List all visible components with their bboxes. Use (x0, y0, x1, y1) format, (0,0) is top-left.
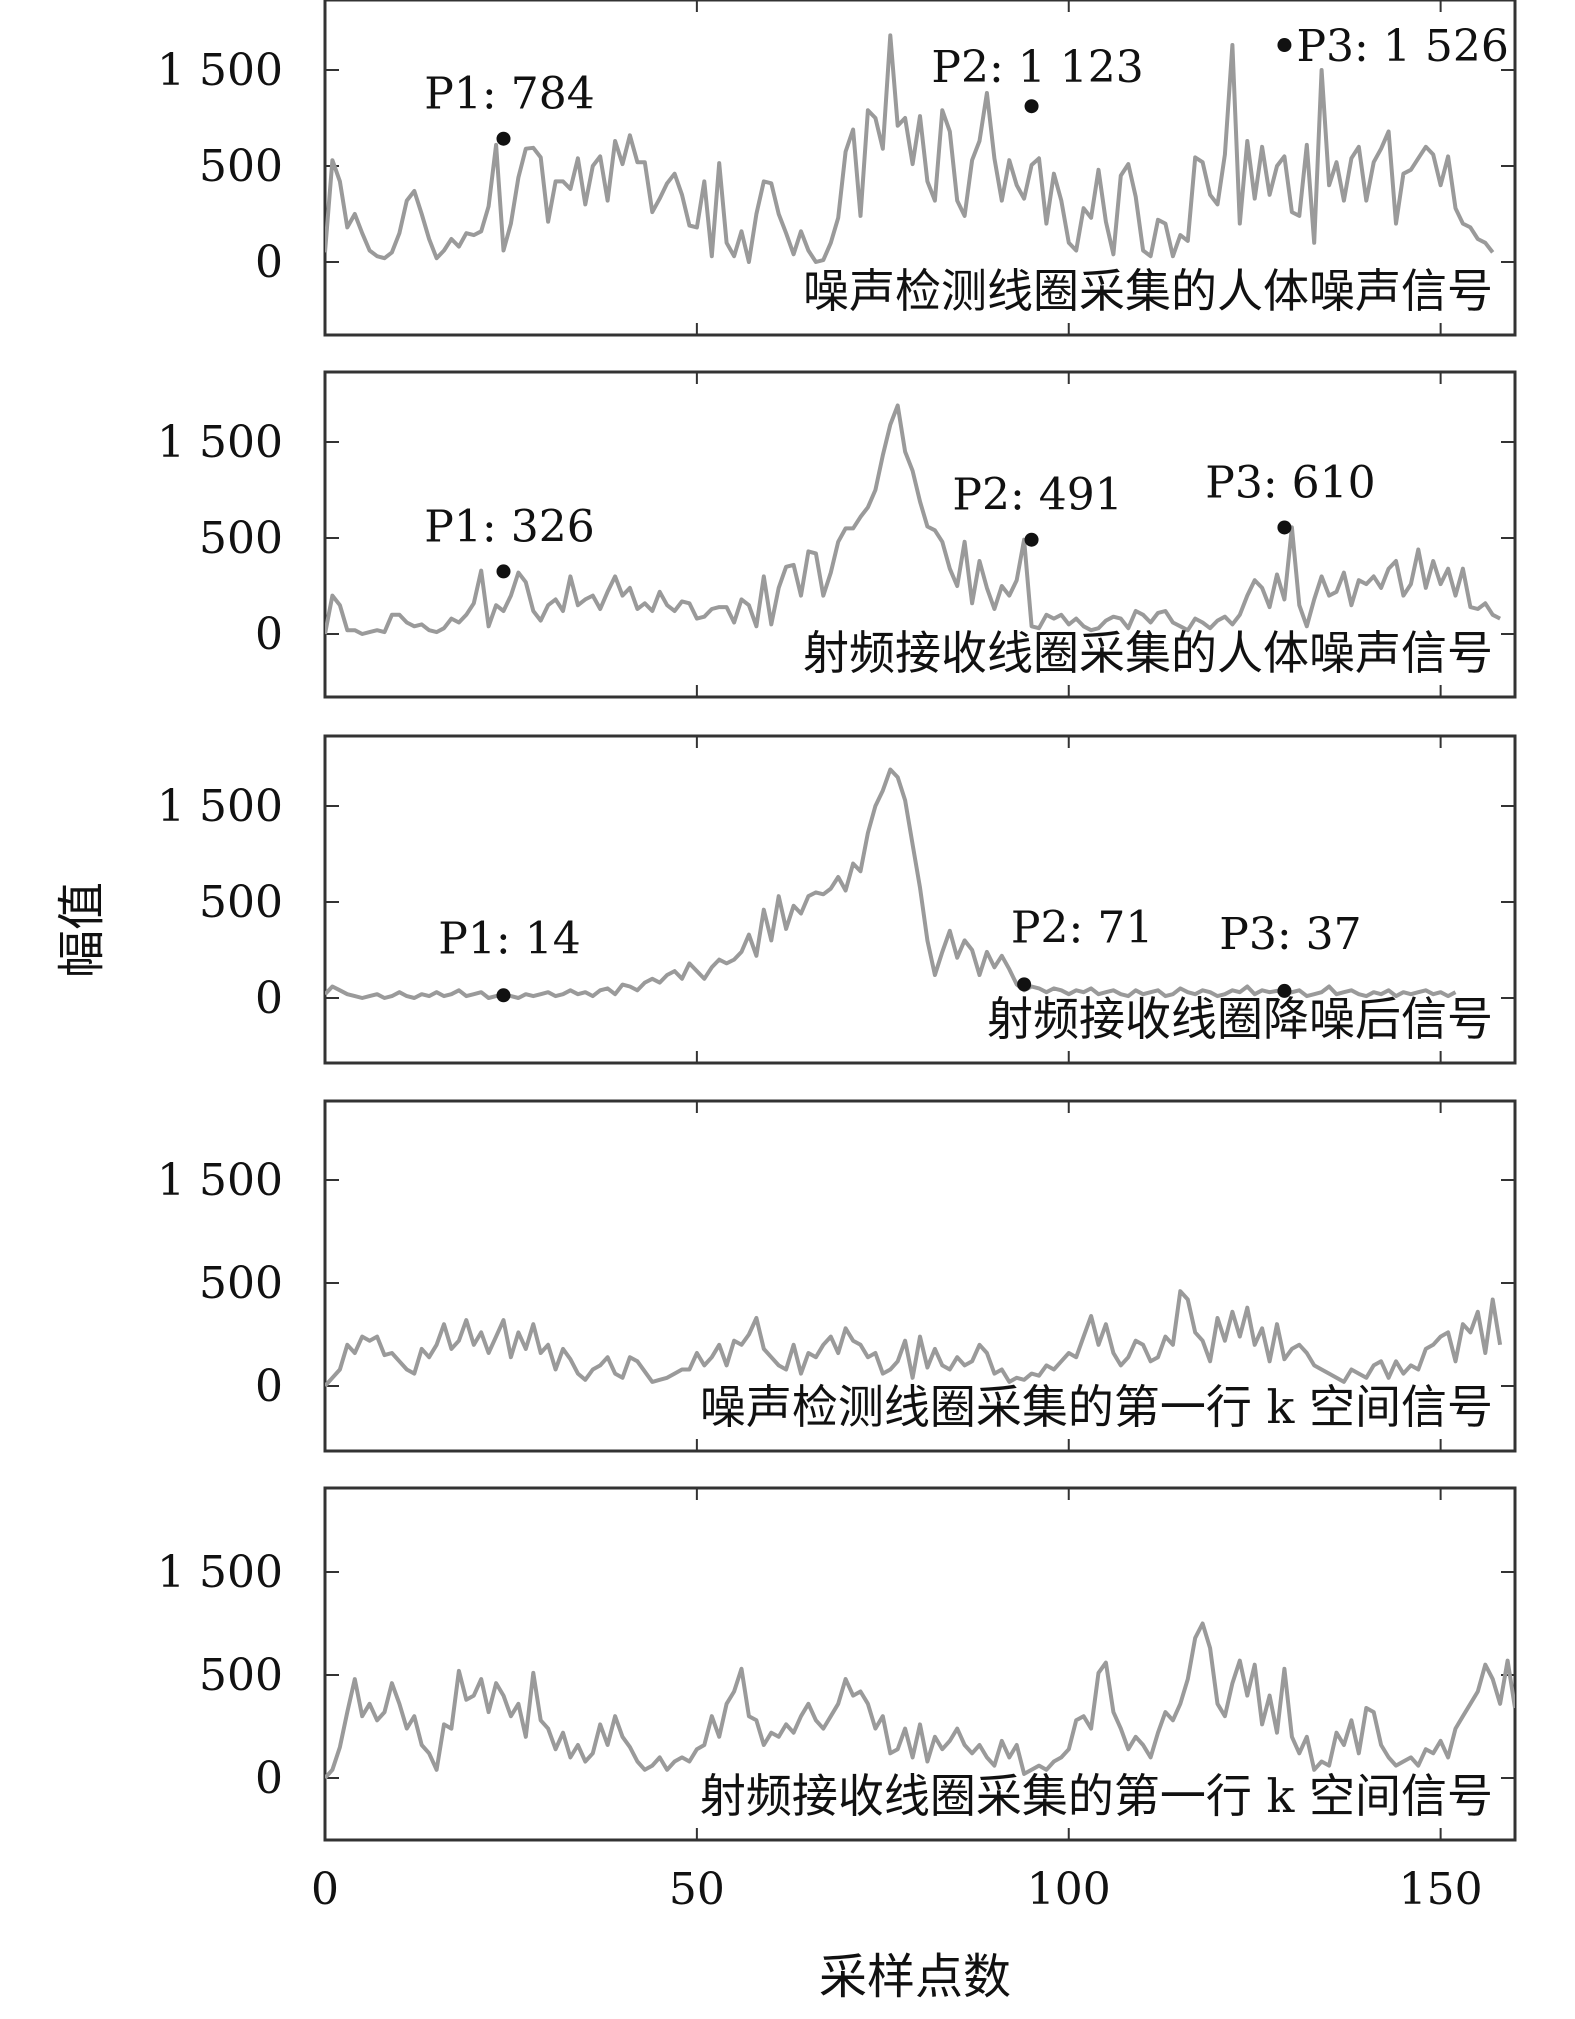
y-tick-label: 1 500 (157, 45, 283, 96)
y-tick-label: 1 500 (157, 781, 283, 832)
peak-marker-p2 (1024, 99, 1039, 114)
peak-marker-p2 (1024, 532, 1039, 547)
panel-5: 0 500 1 500 射频接收线圈采集的第一行 k 空间信号 (157, 1486, 1517, 1842)
panels-layer: 0 500 1 500 P1: 784 P2: 1 123 P3: 1 526 噪声检测线圈… (157, 0, 1517, 1842)
peak-label-p1: P1: 784 (424, 69, 594, 120)
peak-label-p2: P2: 1 123 (931, 42, 1143, 93)
peak-marker-p2 (1017, 977, 1032, 992)
peak-label-p1: P1: 14 (438, 913, 580, 964)
peak-label-p3: P3: 610 (1205, 457, 1375, 508)
peak-label-p3: P3: 37 (1219, 909, 1361, 960)
panel-caption: 噪声检测线圈采集的第一行 k 空间信号 (700, 1380, 1493, 1434)
y-tick-label: 500 (199, 513, 283, 564)
panel-caption: 射频接收线圈采集的第一行 k 空间信号 (700, 1769, 1493, 1823)
y-tick-label: 0 (255, 1753, 283, 1804)
panel-frame (323, 0, 1517, 337)
x-axis-title: 采样点数 (819, 1949, 1011, 2005)
x-tick-label: 150 (1399, 1864, 1483, 1915)
panel-frame (323, 734, 1517, 1065)
peak-label-p2: P2: 71 (1011, 902, 1153, 953)
peak-marker-p3 (1277, 38, 1292, 53)
series-line (325, 33, 1495, 264)
panel-caption: 射频接收线圈降噪后信号 (987, 992, 1493, 1046)
series-line (325, 767, 1457, 1000)
y-tick-label: 500 (199, 1258, 283, 1309)
peak-marker-p1 (496, 564, 511, 579)
y-tick-label: 500 (199, 877, 283, 928)
x-tick-label: 100 (1027, 1864, 1111, 1915)
peak-marker-p3 (1277, 983, 1292, 998)
x-tick-label: 50 (669, 1864, 725, 1915)
panel-caption: 噪声检测线圈采集的人体噪声信号 (803, 264, 1493, 318)
y-tick-label: 0 (255, 1361, 283, 1412)
panel-2: 0 500 1 500 P1: 326 P2: 491 P3: 610 射频接收线圈采集的人… (157, 370, 1517, 699)
y-tick-label: 0 (255, 973, 283, 1024)
series-line (325, 1289, 1503, 1388)
panel-frame (323, 1486, 1517, 1842)
peak-marker-p1 (496, 131, 511, 146)
y-tick-label: 1 500 (157, 1155, 283, 1206)
panel-frame (323, 370, 1517, 699)
y-tick-label: 0 (255, 237, 283, 288)
panel-caption: 射频接收线圈采集的人体噪声信号 (803, 626, 1493, 680)
y-tick-label: 0 (255, 609, 283, 660)
panel-4: 0 500 1 500 噪声检测线圈采集的第一行 k 空间信号 (157, 1099, 1517, 1453)
peak-label-p1: P1: 326 (424, 501, 594, 552)
peak-label-p2: P2: 491 (952, 470, 1122, 521)
y-tick-label: 500 (199, 141, 283, 192)
y-tick-label: 500 (199, 1650, 283, 1701)
y-tick-label: 1 500 (157, 1547, 283, 1598)
x-tick-label: 0 (311, 1864, 339, 1915)
peak-label-p3: P3: 1 526 (1296, 21, 1508, 72)
x-axis: 0 50 100 150 (311, 1864, 1483, 1915)
panel-1: 0 500 1 500 P1: 784 P2: 1 123 P3: 1 526 噪声检测线圈… (157, 0, 1517, 337)
y-axis-title: 幅值 (54, 882, 110, 978)
peak-marker-p1 (496, 988, 511, 1003)
panel-3: 0 500 1 500 P1: 14 P2: 71 P3: 37 射频接收线圈降噪后信号 (157, 734, 1517, 1065)
peak-marker-p3 (1277, 520, 1292, 535)
panel-frame (323, 1099, 1517, 1453)
series-line (325, 403, 1502, 636)
y-tick-label: 1 500 (157, 417, 283, 468)
series-line (325, 1621, 1515, 1780)
